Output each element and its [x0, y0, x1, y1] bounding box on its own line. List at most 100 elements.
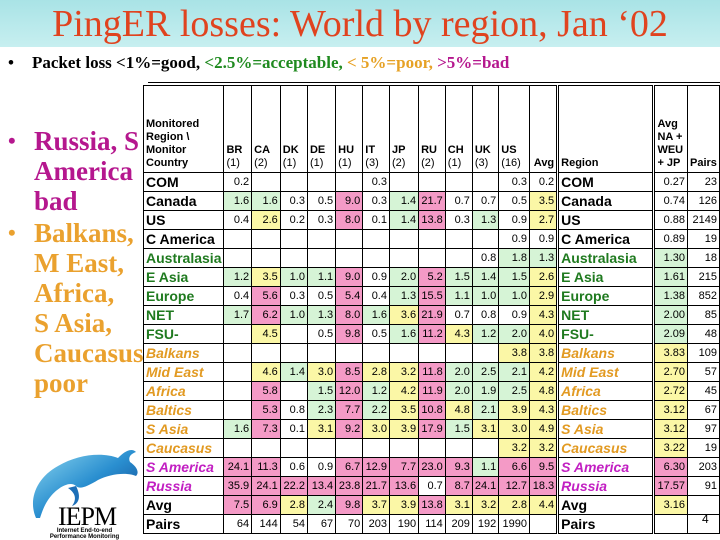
- loss-cell: 8.7: [444, 476, 473, 496]
- loss-cell: 10.8: [418, 400, 446, 420]
- loss-cell: 3.2: [388, 362, 420, 382]
- loss-cell: 0.3: [444, 210, 473, 230]
- loss-cell: [223, 381, 253, 401]
- legend-good: <1%=good,: [116, 53, 201, 72]
- loss-cell: 4.5: [251, 324, 281, 344]
- loss-cell: 5.3: [251, 400, 281, 420]
- loss-cell: 3.5: [388, 400, 420, 420]
- row-avg-cell: 0.9: [528, 229, 558, 249]
- loss-cell: 1.3: [388, 286, 420, 306]
- pairs-cell: 57: [686, 362, 720, 382]
- region-name-repeat: Africa: [556, 381, 655, 401]
- loss-cell: 11.8: [418, 362, 446, 382]
- loss-cell: 0.3: [362, 191, 390, 211]
- region-name-repeat: Mid East: [556, 362, 655, 382]
- region-name: Australasia: [142, 248, 225, 268]
- loss-cell: 0.3: [362, 172, 390, 192]
- loss-cell: [279, 229, 308, 249]
- loss-cell: [388, 343, 420, 363]
- avg-na-weu-jp-cell: 2.00: [652, 305, 688, 325]
- row-avg-cell: 4.9: [528, 419, 558, 439]
- loss-cell: [335, 229, 364, 249]
- loss-cell: 3.6: [388, 305, 420, 325]
- region-name-repeat: Canada: [556, 191, 655, 211]
- pairs-cell: 91: [686, 476, 720, 496]
- bullet-line: S Asia,: [34, 308, 113, 338]
- monitor-count: (1): [309, 157, 324, 169]
- monitor-code: DK: [282, 144, 299, 156]
- table-row: E Asia 1.2 3.5 1.0 1.1 9.0 0.9 2.0 5.2 1.5 1.4 1.5 2…: [142, 267, 720, 287]
- region-name-repeat: Russia: [556, 476, 655, 496]
- pairs-cell: 18: [686, 248, 720, 268]
- loss-cell: 11.9: [418, 381, 446, 401]
- loss-cell: 0.2: [279, 210, 308, 230]
- corner-header-line: Country: [146, 157, 189, 169]
- table-row: Pairs 64 144 54 67 70 203 190 114 209 192 1990 Pairs: [142, 514, 720, 534]
- loss-cell: 8.5: [335, 362, 364, 382]
- loss-cell: 4.8: [444, 400, 473, 420]
- loss-cell: 6.6: [498, 457, 530, 477]
- loss-cell: [223, 229, 253, 249]
- loss-cell: 1.9: [471, 381, 500, 401]
- loss-cell: 9.8: [335, 324, 364, 344]
- table-row: US 0.4 2.6 0.2 0.3 8.0 0.1 1.4 13.8 0.3 1.3 0.9 2.7 U…: [142, 210, 720, 230]
- loss-cell: 0.2: [223, 172, 253, 192]
- loss-cell: 9.0: [335, 267, 364, 287]
- loss-cell: [335, 343, 364, 363]
- avg-na-weu-jp-cell: [652, 514, 688, 534]
- monitor-count: (1): [447, 157, 462, 169]
- region-name: US: [142, 210, 225, 230]
- loss-cell: 12.0: [335, 381, 364, 401]
- summary-bullets: • Russia, S America bad • Balkans, M Eas…: [8, 126, 144, 398]
- loss-cell: 35.9: [223, 476, 253, 496]
- loss-cell: [418, 248, 446, 268]
- loss-cell: 0.1: [362, 210, 390, 230]
- monitor-code: JP: [391, 144, 406, 156]
- loss-cell: [223, 362, 253, 382]
- pairs-cell: 215: [686, 267, 720, 287]
- loss-cell: 5.4: [335, 286, 364, 306]
- avg-na-weu-jp-cell: 6.30: [652, 457, 688, 477]
- loss-cell: [362, 248, 390, 268]
- region-name-repeat: S America: [556, 457, 655, 477]
- loss-cell: 3.9: [388, 419, 420, 439]
- monitor-column-header: US (16): [498, 85, 530, 173]
- loss-table: Monitored Region \ Monitor Country BR (1) CA (2…: [142, 85, 720, 534]
- loss-cell: 3.7: [362, 495, 390, 515]
- loss-cell: [306, 248, 337, 268]
- bullet-icon: •: [8, 128, 16, 153]
- loss-cell: 7.5: [223, 495, 253, 515]
- avg-na-weu-jp-cell: 3.22: [652, 438, 688, 458]
- loss-cell: [251, 229, 281, 249]
- bullet-line: Russia, S: [34, 126, 140, 156]
- loss-cell: 3.9: [388, 495, 420, 515]
- row-avg-cell: 3.8: [528, 343, 558, 363]
- loss-cell: [335, 438, 364, 458]
- row-avg-cell: 0.2: [528, 172, 558, 192]
- loss-cell: 70: [335, 514, 364, 534]
- row-avg-cell: 4.2: [528, 362, 558, 382]
- monitor-code: RU: [421, 144, 437, 156]
- loss-cell: 0.1: [279, 419, 308, 439]
- bullet-icon: •: [8, 53, 14, 72]
- monitor-code: US: [501, 144, 517, 156]
- loss-cell: 3.1: [471, 419, 500, 439]
- loss-cell: [251, 438, 281, 458]
- monitor-count: (1): [338, 157, 352, 169]
- table-row: S America 24.1 11.3 0.6 0.9 6.7 12.9 7.7 23.0 9.3…: [142, 457, 720, 477]
- loss-cell: 2.0: [388, 267, 420, 287]
- region-name-repeat: Europe: [556, 286, 655, 306]
- avg-na-header-line: + JP: [657, 157, 681, 169]
- pairs-cell: 67: [686, 400, 720, 420]
- loss-cell: 17.9: [418, 419, 446, 439]
- loss-cell: 2.6: [251, 210, 281, 230]
- loss-cell: [388, 229, 420, 249]
- loss-cell: 7.7: [335, 400, 364, 420]
- region-name: Pairs: [142, 514, 225, 534]
- loss-cell: [251, 343, 281, 363]
- region-name-repeat: Baltics: [556, 400, 655, 420]
- loss-cell: 1.0: [498, 286, 530, 306]
- region-name: Europe: [142, 286, 225, 306]
- row-avg-cell: 3.2: [528, 438, 558, 458]
- corner-header-line: Monitor: [146, 144, 187, 156]
